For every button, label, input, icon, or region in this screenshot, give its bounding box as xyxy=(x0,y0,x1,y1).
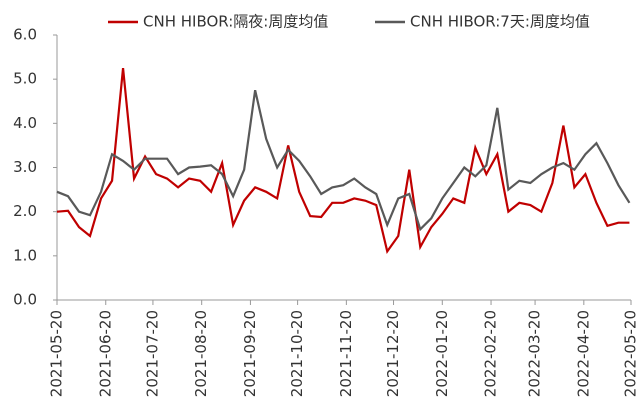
x-tick-label: 2021-12-20 xyxy=(384,310,402,397)
y-tick-label: 2.0 xyxy=(13,202,37,220)
x-tick-label: 2022-05-20 xyxy=(622,310,636,397)
x-tick-label: 2021-05-20 xyxy=(48,310,66,397)
legend-label: CNH HIBOR:7天:周度均值 xyxy=(410,13,590,31)
series-line xyxy=(56,68,630,255)
x-tick-label: 2022-03-20 xyxy=(526,310,544,397)
y-tick-label: 6.0 xyxy=(13,26,37,44)
x-tick-label: 2021-06-20 xyxy=(96,310,114,397)
x-tick-label: 2022-02-20 xyxy=(482,310,500,397)
y-tick-label: 5.0 xyxy=(13,70,37,88)
series-line xyxy=(56,89,631,232)
x-tick-label: 2021-11-20 xyxy=(337,310,355,397)
y-tick-label: 4.0 xyxy=(13,114,37,132)
y-tick-label: 3.0 xyxy=(13,158,37,176)
y-tick-label: 0.0 xyxy=(13,291,37,309)
y-tick-label: 1.0 xyxy=(13,246,37,264)
x-tick-label: 2021-08-20 xyxy=(192,310,210,397)
x-tick-label: 2022-01-20 xyxy=(433,310,451,397)
x-tick-label: 2021-07-20 xyxy=(143,310,161,397)
legend-label: CNH HIBOR:隔夜:周度均值 xyxy=(143,13,328,31)
x-tick-label: 2021-09-20 xyxy=(241,310,259,397)
x-tick-label: 2022-04-20 xyxy=(574,310,592,397)
x-tick-label: 2021-10-20 xyxy=(288,310,306,397)
